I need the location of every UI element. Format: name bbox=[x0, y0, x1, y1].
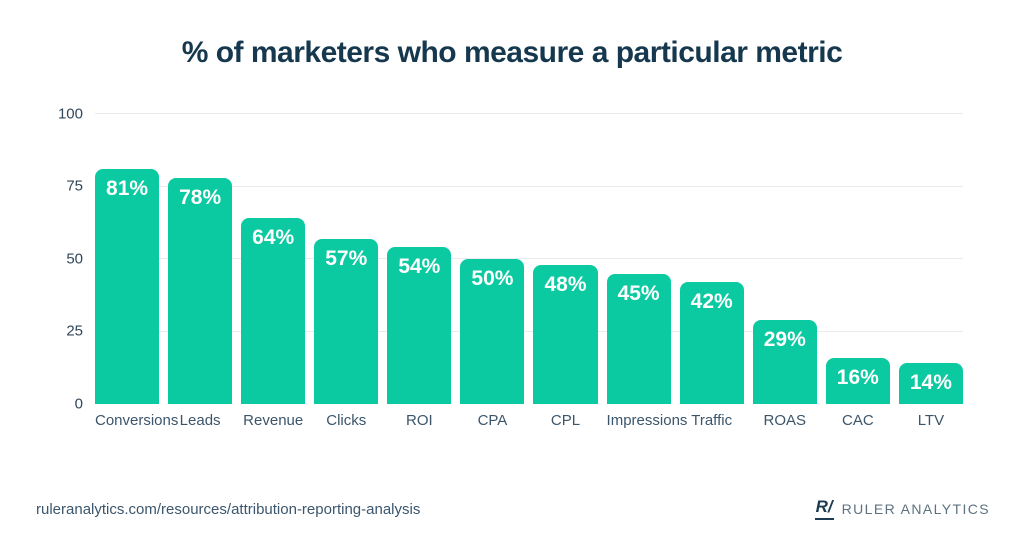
gridline-25: 25 bbox=[66, 323, 963, 340]
bar-traffic: 42% bbox=[679, 282, 744, 404]
bar-cac: 16% bbox=[825, 357, 890, 404]
bar-value-label-impressions: 45% bbox=[617, 281, 660, 305]
bar-clicks: 57% bbox=[314, 238, 379, 404]
x-axis-label-revenue: Revenue bbox=[243, 412, 304, 429]
x-axis-label-ltv: LTV bbox=[917, 412, 945, 429]
x-axis-labels: Conversions Leads Revenue Clicks ROI CPA CPL Im… bbox=[95, 412, 963, 429]
x-axis-label-clicks: Clicks bbox=[326, 412, 367, 429]
x-axis-label-conversions: Conversions bbox=[95, 412, 179, 429]
bar-value-label-cac: 16% bbox=[836, 365, 879, 389]
bar-cpa: 50% bbox=[460, 259, 525, 404]
bar-value-label-cpl: 48% bbox=[544, 272, 587, 296]
bar-roas: 29% bbox=[752, 319, 817, 404]
gridline-50: 50 bbox=[66, 250, 963, 267]
x-axis-label-roi: ROI bbox=[406, 412, 433, 429]
bar-value-label-cpa: 50% bbox=[471, 267, 514, 290]
y-tick-label-100: 100 bbox=[57, 105, 83, 122]
bar-value-label-conversions: 81% bbox=[106, 177, 149, 201]
footer: ruleranalytics.com/resources/attribution… bbox=[36, 498, 990, 520]
x-axis-label-impressions: Impressions bbox=[606, 412, 688, 429]
x-axis-label-traffic: Traffic bbox=[691, 412, 733, 429]
page-title: % of marketers who measure a particular … bbox=[181, 36, 843, 69]
bar-value-label-roi: 54% bbox=[398, 255, 441, 279]
bar-value-label-traffic: 42% bbox=[690, 290, 733, 314]
gridline-75: 75 bbox=[66, 178, 963, 195]
bar-roi: 54% bbox=[387, 247, 452, 404]
ruler-analytics-logo-icon: R/ bbox=[814, 498, 834, 520]
x-axis-label-leads: Leads bbox=[179, 412, 221, 429]
y-tick-label-50: 50 bbox=[66, 250, 83, 267]
x-axis-label-roas: ROAS bbox=[763, 412, 806, 429]
bar-chart-plot-area: 0 25 50 75 100 81% 78% 64% 57% 54% 50% 48% 45% 42% 29%… bbox=[58, 105, 963, 412]
bar-value-label-clicks: 57% bbox=[325, 246, 368, 270]
x-axis-label-cac: CAC bbox=[841, 412, 874, 429]
bar-cpl: 48% bbox=[533, 264, 598, 404]
brand-name: RULER ANALYTICS bbox=[841, 501, 990, 518]
y-tick-label-25: 25 bbox=[66, 322, 83, 340]
y-tick-label-75: 75 bbox=[66, 177, 83, 195]
gridline-0: 0 bbox=[75, 395, 963, 412]
bar-value-label-ltv: 14% bbox=[909, 371, 952, 395]
bar-leads: 78% bbox=[168, 177, 233, 404]
y-tick-label-0: 0 bbox=[74, 395, 83, 412]
bar-ltv: 14% bbox=[898, 363, 963, 404]
bar-value-label-leads: 78% bbox=[179, 185, 222, 209]
bar-conversions: 81% bbox=[95, 169, 160, 404]
gridline-100: 100 bbox=[58, 105, 963, 122]
x-axis-label-cpl: CPL bbox=[550, 412, 581, 429]
brand-logo: R/ RULER ANALYTICS bbox=[814, 498, 990, 520]
x-axis-label-cpa: CPA bbox=[477, 412, 508, 429]
bar-value-label-revenue: 64% bbox=[252, 226, 295, 250]
bar-value-label-roas: 29% bbox=[763, 327, 806, 351]
bar-revenue: 64% bbox=[241, 218, 306, 404]
source-url: ruleranalytics.com/resources/attribution… bbox=[36, 500, 421, 518]
bar-impressions: 45% bbox=[606, 273, 671, 404]
bars-group: 81% 78% 64% 57% 54% 50% 48% 45% 42% 29% 16% 14% bbox=[95, 114, 963, 404]
